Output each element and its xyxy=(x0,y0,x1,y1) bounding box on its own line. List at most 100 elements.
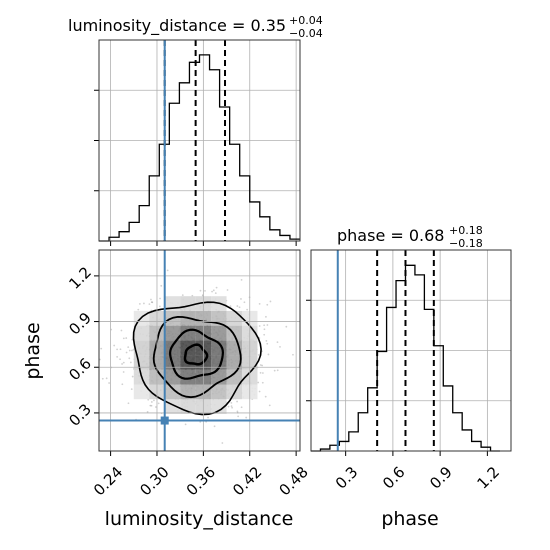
joint-contour-line xyxy=(168,328,225,380)
joint-sample-point xyxy=(258,390,261,393)
joint-sample-point xyxy=(121,363,124,365)
joint-sample-point xyxy=(269,300,272,303)
joint-sample-point xyxy=(138,303,141,305)
joint-frame xyxy=(98,249,301,452)
joint-sample-point xyxy=(259,364,262,366)
phase-xtick-label: 1.2 xyxy=(474,463,504,493)
joint-sample-point xyxy=(261,364,264,367)
joint-sample-point xyxy=(259,371,262,374)
joint-sample-point xyxy=(292,353,294,356)
joint-sample-point xyxy=(127,346,130,349)
joint-sample-point xyxy=(263,328,266,331)
joint-sample-point xyxy=(128,357,131,360)
joint-density-cell xyxy=(133,340,150,356)
joint-sample-point xyxy=(150,301,153,304)
joint-sample-point xyxy=(285,325,288,328)
phase-frame xyxy=(310,249,512,452)
joint-density-cell xyxy=(164,325,181,341)
joint-sample-point xyxy=(150,404,153,407)
ld-title-main: luminosity_distance = 0.35 xyxy=(68,16,286,36)
joint-sample-point xyxy=(199,289,202,292)
luminosity_distance-hist-line xyxy=(99,54,300,242)
joint-sample-point xyxy=(130,388,133,391)
ld-title-plus: +0.04 xyxy=(289,14,323,27)
joint-sample-point xyxy=(268,404,271,407)
phase-xtick-label: 0.9 xyxy=(426,463,456,493)
panel-phase-hist: 0.3 0.6 0.9 1.2 xyxy=(306,249,512,493)
joint-density-cell xyxy=(211,384,227,400)
joint-xtick-label: 0.30 xyxy=(136,463,172,499)
joint-sample-point xyxy=(108,382,110,384)
joint-contour-line xyxy=(132,301,262,416)
joint-sample-point xyxy=(215,286,218,289)
joint-sample-point xyxy=(150,298,152,301)
panel-luminosity-distance-hist xyxy=(94,39,301,246)
joint-contour-line xyxy=(183,343,209,366)
joint-sample-point xyxy=(158,305,161,308)
joint-sample-point xyxy=(263,333,266,336)
joint-density-cell xyxy=(133,384,150,400)
joint-sample-point xyxy=(258,325,261,327)
joint-sample-point xyxy=(131,349,133,352)
joint-sample-point xyxy=(264,395,267,398)
joint-sample-point xyxy=(121,383,124,386)
joint-sample-point xyxy=(212,289,215,292)
joint-sample-point xyxy=(229,305,232,308)
joint-sample-point xyxy=(236,410,239,413)
joint-sample-point xyxy=(204,289,206,292)
joint-sample-point xyxy=(166,269,169,272)
joint-sample-point xyxy=(159,297,161,300)
joint-density-cell xyxy=(180,369,196,385)
joint-sample-point xyxy=(237,415,240,418)
joint-sample-point xyxy=(125,337,128,339)
x-axis-title-luminosity-distance: luminosity_distance xyxy=(105,508,294,530)
joint-sample-point xyxy=(113,344,116,347)
joint-sample-point xyxy=(245,416,248,419)
joint-truth-marker xyxy=(160,416,169,425)
joint-sample-point xyxy=(137,308,140,311)
joint-density-cell xyxy=(226,355,243,370)
joint-density-cell xyxy=(211,399,227,414)
phase-title-plus: +0.18 xyxy=(449,224,483,237)
joint-xtick-label: 0.36 xyxy=(183,463,219,499)
joint-sample-point xyxy=(116,348,119,351)
joint-sample-point xyxy=(127,402,130,405)
joint-sample-point xyxy=(105,377,108,380)
joint-density-cell xyxy=(226,369,243,385)
joint-sample-point xyxy=(207,416,209,419)
joint-sample-point xyxy=(257,381,260,384)
joint-sample-point xyxy=(265,315,267,318)
joint-sample-point xyxy=(147,398,150,401)
joint-sample-point xyxy=(230,405,233,408)
joint-sample-point xyxy=(150,401,153,403)
x-axis-title-phase: phase xyxy=(381,508,438,530)
joint-sample-point xyxy=(236,305,239,307)
joint-sample-point xyxy=(230,401,233,404)
joint-density-cell xyxy=(180,296,196,311)
joint-sample-point xyxy=(211,290,213,293)
joint-sample-point xyxy=(265,339,268,342)
joint-sample-point xyxy=(186,468,188,470)
joint-sample-point xyxy=(160,284,163,287)
joint-xtick-label: 0.42 xyxy=(229,463,265,499)
joint-sample-point xyxy=(149,404,152,407)
joint-sample-point xyxy=(131,338,134,341)
joint-sample-point xyxy=(157,402,160,405)
joint-sample-point xyxy=(226,289,229,291)
y-axis-title-phase: phase xyxy=(22,322,44,379)
joint-sample-point xyxy=(257,353,260,356)
joint-sample-point xyxy=(276,369,279,372)
joint-sample-point xyxy=(266,342,269,345)
joint-sample-point xyxy=(276,341,279,344)
joint-ytick-label: 0.9 xyxy=(65,309,95,339)
joint-sample-point xyxy=(151,301,154,304)
joint-sample-point xyxy=(143,302,145,305)
joint-sample-point xyxy=(266,303,269,306)
luminosity_distance-frame xyxy=(98,39,301,242)
joint-sample-point xyxy=(263,324,266,327)
joint-sample-point xyxy=(100,347,103,350)
joint-sample-point xyxy=(155,406,157,408)
joint-sample-point xyxy=(213,425,216,428)
joint-xtick-label: 0.48 xyxy=(276,463,312,499)
